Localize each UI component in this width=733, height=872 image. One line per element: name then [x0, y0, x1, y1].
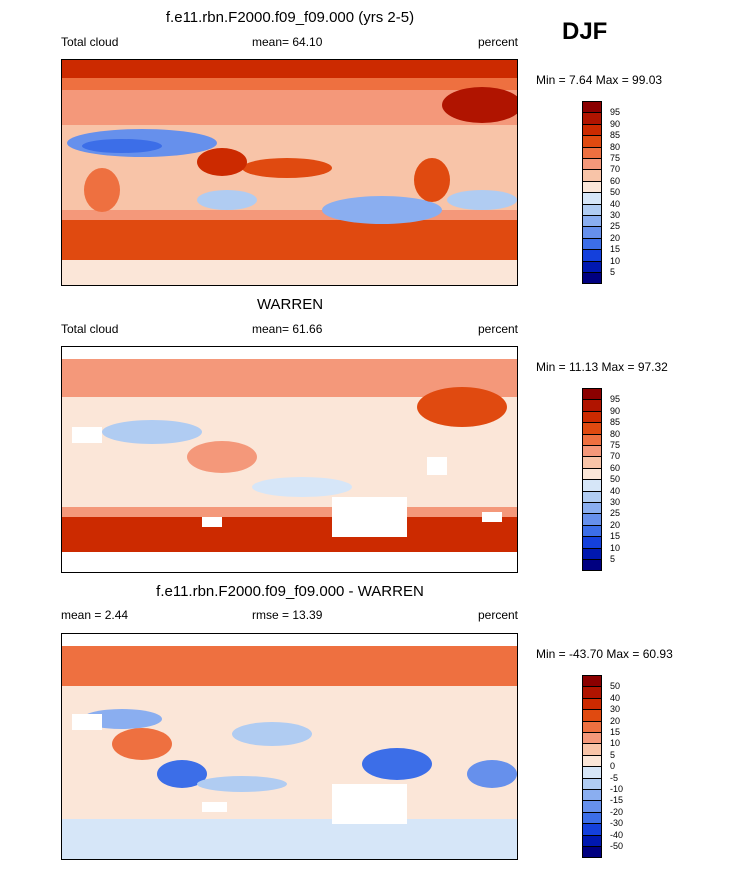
colorbar-tick-label: -30: [610, 818, 624, 829]
panel-2-title: WARREN: [256, 296, 324, 313]
colorbar-tick-label: -15: [610, 795, 624, 806]
colorbar-tick-label: 95: [610, 394, 621, 405]
panel-2-right-label: percent: [477, 322, 518, 336]
colorbar-tick-label: 80: [610, 141, 621, 152]
panel-3-minmax: Min = -43.70 Max = 60.93: [536, 647, 673, 661]
panel-2-minmax: Min = 11.13 Max = 97.32: [536, 360, 668, 374]
panel-2-map: [61, 346, 518, 573]
colorbar-tick-label: 20: [610, 715, 621, 726]
panel-1-left-label: Total cloud: [61, 35, 119, 49]
panel-3-map: [61, 633, 518, 860]
panel-1-title: f.e11.rbn.F2000.f09_f09.000 (yrs 2-5): [165, 9, 415, 26]
colorbar-tick-label: 10: [610, 542, 621, 553]
colorbar-tick-label: 90: [610, 118, 621, 129]
colorbar-tick-label: 60: [610, 462, 621, 473]
panel-3-right-label: percent: [477, 608, 518, 622]
panel-1-center-label: mean= 64.10: [252, 35, 323, 49]
colorbar-tick-label: 25: [610, 508, 621, 519]
colorbar-swatch: [582, 846, 602, 859]
colorbar-tick-label: 10: [610, 738, 621, 749]
colorbar-tick-label: 25: [610, 221, 621, 232]
colorbar-tick-label: 75: [610, 153, 621, 163]
panel-2-left-label: Total cloud: [61, 322, 119, 336]
colorbar-tick-label: 70: [610, 451, 621, 462]
colorbar-tick-label: 0: [610, 761, 616, 772]
panel-1-minmax: Min = 7.64 Max = 99.03: [536, 73, 663, 87]
panel-1-map: [61, 59, 518, 286]
colorbar-tick-label: 50: [610, 187, 621, 198]
colorbar-tick-label: -5: [610, 772, 619, 783]
colorbar-tick-label: 30: [610, 210, 621, 220]
colorbar-tick-label: 50: [610, 681, 621, 692]
colorbar-tick-label: 5: [610, 554, 616, 564]
colorbar-tick-label: 15: [610, 531, 621, 542]
colorbar-tick-label: 85: [610, 130, 621, 141]
colorbar-tick-label: 20: [610, 232, 621, 243]
colorbar-swatch: [582, 272, 602, 285]
colorbar-tick-label: 60: [610, 175, 621, 186]
panel-3-title: f.e11.rbn.F2000.f09_f09.000 - WARREN: [156, 583, 424, 600]
colorbar-tick-label: 15: [610, 727, 621, 737]
colorbar-tick-label: -20: [610, 806, 624, 817]
colorbar-tick-label: 50: [610, 474, 621, 485]
colorbar-tick-label: 75: [610, 440, 621, 450]
colorbar-tick-label: 5: [610, 267, 616, 277]
colorbar-tick-label: 90: [610, 405, 621, 416]
panel-1-right-label: percent: [477, 35, 518, 49]
panel-3-center-label: rmse = 13.39: [252, 608, 323, 622]
panel-3-left-label: mean = 2.44: [61, 608, 129, 622]
colorbar-tick-label: 30: [610, 704, 621, 715]
colorbar-tick-label: 15: [610, 244, 621, 255]
colorbar-tick-label: 20: [610, 519, 621, 530]
colorbar-swatch: [582, 559, 602, 572]
colorbar-tick-label: -40: [610, 829, 624, 840]
colorbar-tick-label: 5: [610, 749, 616, 760]
colorbar-tick-label: 40: [610, 198, 621, 209]
colorbar-tick-label: 40: [610, 485, 621, 496]
colorbar-tick-label: 95: [610, 107, 621, 118]
panel-2-center-label: mean= 61.66: [252, 322, 323, 336]
season-label: DJF: [562, 18, 608, 45]
colorbar-tick-label: -50: [610, 841, 624, 851]
colorbar-tick-label: -10: [610, 784, 624, 794]
colorbar-tick-label: 70: [610, 164, 621, 175]
colorbar-tick-label: 30: [610, 497, 621, 507]
colorbar-tick-label: 80: [610, 428, 621, 439]
colorbar-tick-label: 85: [610, 417, 621, 428]
colorbar-tick-label: 10: [610, 255, 621, 266]
colorbar-tick-label: 40: [610, 692, 621, 703]
